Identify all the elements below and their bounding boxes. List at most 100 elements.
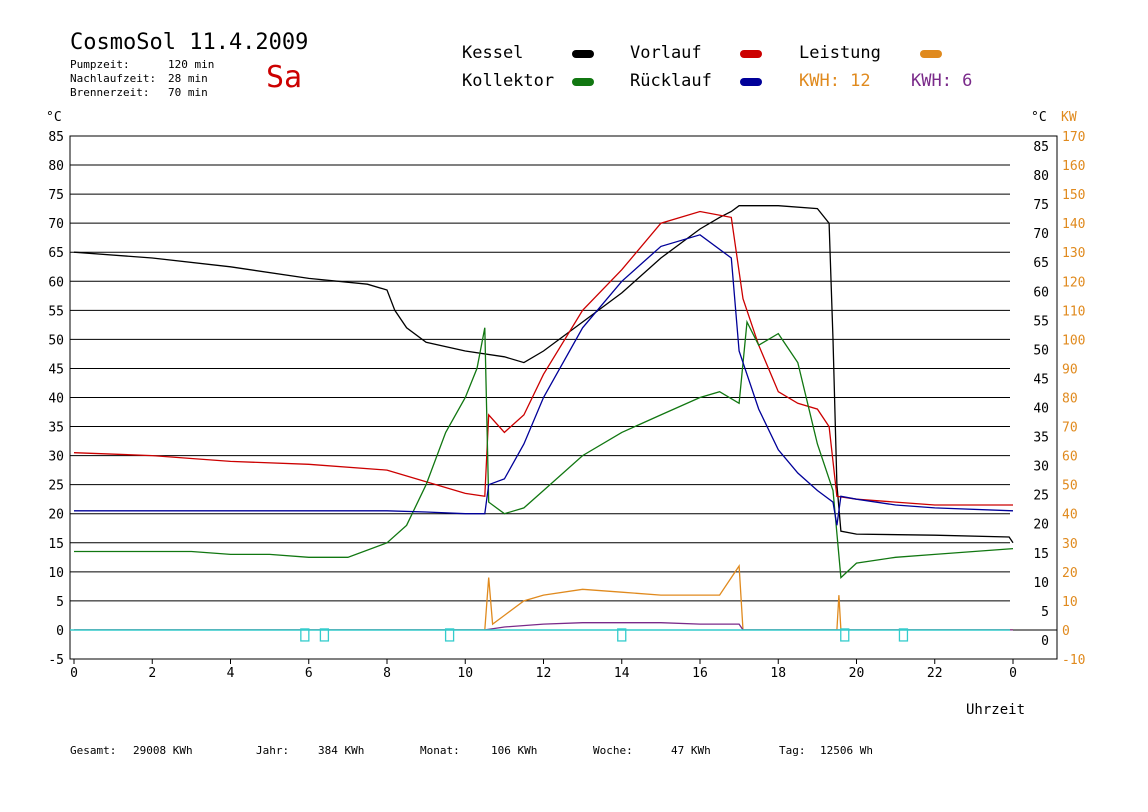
y-right-tick-label: 60 [1033,285,1049,300]
y-right-tick-label: 30 [1033,460,1049,475]
y-tick-label: 5 [56,595,64,610]
legend-vorlauf-swatch [740,50,762,58]
series-line [74,622,1013,631]
axis-ticks: 8580757065605550454035302520151050-58580… [46,110,1085,718]
chart-title: CosmoSol 11.4.2009 [70,30,309,55]
y2-tick-label: 150 [1062,188,1085,203]
pump-marker [898,628,909,642]
legend-kwh-leistung: KWH: 12 [799,71,871,91]
y-tick-label: 45 [48,362,64,377]
y2-tick-label: 160 [1062,159,1085,174]
y-tick-label: 80 [48,159,64,174]
y2-tick-label: 20 [1062,566,1078,581]
y-tick-label: -5 [48,653,64,668]
pump-marker [840,628,850,642]
y-right-tick-label: 85 [1033,140,1049,155]
y-tick-label: 25 [48,479,64,494]
brenner-row: Brennerzeit: 70 min [70,86,208,99]
y2-tick-label: 80 [1062,392,1078,407]
x-tick-label: 6 [305,666,313,681]
y-right-tick-label: 45 [1033,372,1049,387]
series-line [74,319,1014,579]
x-tick-label: 18 [770,666,786,681]
footer-tag-label: Tag: [779,744,806,757]
y2-tick-label: 120 [1062,275,1085,290]
y-right-tick-label: 10 [1033,576,1049,591]
y-right-tick-label: 75 [1033,198,1049,213]
footer-gesamt-label: Gesamt: [70,744,117,757]
chart-grid [69,135,1058,660]
x-tick-label: 22 [927,666,943,681]
nachlauf-label: Nachlaufzeit: [70,72,157,85]
y-right-axis-label: °C [1031,110,1047,125]
y2-tick-label: 60 [1062,450,1078,465]
weekday-label: Sa [266,60,303,95]
y-right-tick-label: 0 [1041,634,1049,649]
y2-tick-label: 100 [1062,333,1085,348]
y2-tick-label: 170 [1062,130,1085,145]
y-right-tick-label: 5 [1041,605,1049,620]
pumpzeit-value: 120 min [168,58,215,71]
y2-tick-label: 70 [1062,421,1078,436]
y-axis-label: °C [46,110,62,125]
x-tick-label: 10 [457,666,473,681]
y-tick-label: 50 [48,333,64,348]
pump-marker [300,628,310,642]
y-tick-label: 20 [48,508,64,523]
y-right-tick-label: 50 [1033,343,1049,358]
legend-kollektor-label: Kollektor [462,71,555,91]
y2-tick-label: 140 [1062,217,1085,232]
y-tick-label: 0 [56,624,64,639]
y-right-tick-label: 35 [1033,431,1049,446]
legend-ruecklauf-swatch [740,78,762,86]
legend-kessel-label: Kessel [462,43,524,63]
series-line [73,205,1014,544]
series-line [74,234,1014,526]
legend-leistung-label: Leistung [799,43,881,63]
legend-ruecklauf-label: Rücklauf [630,71,712,91]
x-tick-label: 8 [383,666,391,681]
y-tick-label: 70 [48,217,64,232]
y2-tick-label: 10 [1062,595,1078,610]
y2-tick-label: 130 [1062,246,1085,261]
pump-markers [70,628,1010,642]
footer-monat-value: 106 KWh [491,744,538,757]
x-tick-label: 4 [227,666,235,681]
pump-marker [617,628,627,642]
y-tick-label: 30 [48,450,64,465]
series-line [74,564,1013,631]
y-tick-label: 55 [48,304,64,319]
y-right-tick-label: 20 [1033,518,1049,533]
brenner-label: Brennerzeit: [70,86,150,99]
x-tick-label: 16 [692,666,708,681]
nachlauf-value: 28 min [168,72,208,85]
y-right-tick-label: 55 [1033,314,1049,329]
footer-jahr-value: 384 KWh [318,744,365,757]
footer-gesamt-value: 29008 KWh [133,744,193,757]
x-tick-label: 0 [70,666,78,681]
y-right-tick-label: 70 [1033,227,1049,242]
y2-tick-label: 50 [1062,479,1078,494]
y-tick-label: 60 [48,275,64,290]
legend-kwh-secondary: KWH: 6 [911,71,973,91]
y2-axis-label: KW [1061,110,1077,125]
nachlauf-row: Nachlaufzeit: 28 min [70,72,208,85]
y-right-tick-label: 25 [1033,489,1049,504]
legend-kollektor-swatch [572,78,594,86]
chart-series [73,205,1014,631]
legend-leistung-swatch [920,50,942,58]
pump-marker [444,628,455,642]
y2-tick-label: -10 [1062,653,1085,668]
pumpzeit-label: Pumpzeit: [70,58,130,71]
y2-tick-label: 30 [1062,537,1078,552]
y-tick-label: 10 [48,566,64,581]
y-tick-label: 75 [48,188,64,203]
x-tick-label: 12 [536,666,552,681]
x-tick-label: 0 [1009,666,1017,681]
y2-tick-label: 0 [1062,624,1070,639]
y2-tick-label: 110 [1062,304,1085,319]
x-tick-label: 2 [148,666,156,681]
pumpzeit-row: Pumpzeit: 120 min [70,58,214,71]
y-tick-label: 15 [48,537,64,552]
